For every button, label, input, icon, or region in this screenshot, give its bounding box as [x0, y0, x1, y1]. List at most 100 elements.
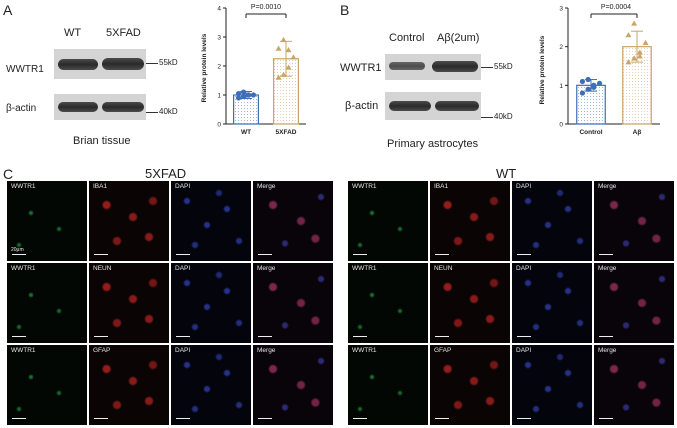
micrograph-cell: GFAP — [430, 345, 510, 425]
y-tick-label: 3 — [217, 35, 221, 42]
lane-label-control: Control — [389, 32, 425, 44]
scale-bar — [517, 254, 531, 255]
scale-bar — [517, 336, 531, 337]
data-point — [625, 59, 632, 65]
stain-label: WWTR1 — [352, 347, 377, 354]
scale-bar — [435, 254, 449, 255]
band — [102, 58, 144, 70]
data-point — [591, 84, 597, 90]
panel-b-letter: B — [340, 2, 350, 18]
stain-label: DAPI — [516, 265, 532, 272]
stain-label: WWTR1 — [352, 183, 377, 190]
scale-bar — [12, 254, 26, 255]
stain-label: GFAP — [434, 347, 452, 354]
micrograph-cell: DAPI — [512, 345, 592, 425]
data-point — [235, 90, 242, 97]
micrograph-cell: DAPI — [171, 181, 251, 261]
stain-label: IBA1 — [434, 183, 449, 190]
lane-label-wt: WT — [64, 27, 82, 39]
x-category-label: WT — [241, 129, 251, 136]
micrograph-cell: DAPI — [171, 345, 251, 425]
micrograph-cell: NEUN — [430, 263, 510, 343]
image-grid-5xfad: WWTR1 20μm IBA1 DAPI Merge WWTR1 NEUN DAPI Merge… — [7, 181, 333, 425]
micrograph-cell: WWTR1 20μm — [7, 181, 87, 261]
stain-label: DAPI — [516, 183, 532, 190]
scale-bar — [176, 254, 190, 255]
group-title-wt: WT — [496, 166, 517, 181]
stain-label: WWTR1 — [11, 183, 36, 190]
scale-bar-label: 20μm — [11, 247, 24, 253]
chart-b-ylabel: Relative protein levels — [539, 35, 546, 104]
micrograph-cell: Merge — [253, 263, 333, 343]
micrograph-cell: DAPI — [512, 181, 592, 261]
stain-label: Merge — [257, 183, 276, 190]
stain-label: GFAP — [93, 347, 111, 354]
chart-a-pvalue: P=0.0010 — [251, 4, 281, 11]
marker-tick — [146, 63, 158, 64]
stain-label: DAPI — [175, 265, 191, 272]
blot-actin-b — [385, 92, 481, 120]
band — [389, 62, 425, 70]
scale-bar — [94, 336, 108, 337]
data-point — [275, 45, 282, 51]
stain-label: Merge — [257, 265, 276, 272]
lane-label-5xfad: 5XFAD — [106, 27, 141, 39]
marker-tick — [481, 67, 493, 68]
x-category-label: Control — [579, 129, 602, 136]
band — [102, 102, 144, 112]
band — [432, 61, 478, 72]
data-point — [235, 95, 242, 101]
scale-bar — [94, 418, 108, 419]
stain-label: Merge — [598, 265, 617, 272]
micrograph-cell: GFAP — [89, 345, 169, 425]
y-tick-label: 3 — [559, 6, 563, 13]
marker-tick — [481, 117, 493, 118]
chart-b: Relative protein levels 0 1 2 3 Control Aβ P=… — [539, 4, 660, 136]
data-point — [275, 74, 282, 80]
band — [435, 101, 479, 111]
blot-wwtr1-a — [54, 49, 146, 79]
micrograph-cell: Merge — [594, 345, 674, 425]
stain-label: WWTR1 — [352, 265, 377, 272]
data-point — [285, 64, 292, 70]
scale-bar — [353, 254, 367, 255]
scale-bar — [258, 336, 272, 337]
panel-a-letter: A — [3, 2, 13, 18]
data-point — [250, 92, 257, 98]
y-tick-label: 1 — [559, 83, 563, 90]
scale-bar — [176, 336, 190, 337]
chart-a: Relative protein levels 0 1 2 3 4 WT 5XFAD P=0… — [201, 4, 306, 136]
micrograph-cell: Merge — [253, 181, 333, 261]
stain-label: DAPI — [516, 347, 532, 354]
marker-40kd-b: 40kD — [494, 112, 513, 121]
scale-bar — [353, 336, 367, 337]
data-point — [285, 47, 292, 53]
bar — [232, 94, 259, 125]
scale-bar — [435, 336, 449, 337]
data-point — [636, 49, 643, 55]
micrograph-cell: Merge — [253, 345, 333, 425]
micrograph-cell: DAPI — [171, 263, 251, 343]
stain-label: Merge — [598, 347, 617, 354]
micrograph-cell: WWTR1 — [7, 263, 87, 343]
band — [58, 102, 98, 112]
scale-bar — [517, 418, 531, 419]
y-tick-label: 0 — [559, 122, 563, 129]
scale-bar — [258, 254, 272, 255]
stain-label: IBA1 — [93, 183, 108, 190]
scale-bar — [435, 418, 449, 419]
scale-bar — [12, 418, 26, 419]
data-point — [596, 80, 603, 86]
micrograph-cell: WWTR1 — [348, 345, 428, 425]
band — [58, 59, 98, 70]
chart-b-plot: 0 1 2 3 Control Aβ — [559, 6, 660, 136]
scale-bar — [94, 254, 108, 255]
data-point — [642, 39, 649, 45]
micrograph-cell: Merge — [594, 263, 674, 343]
chart-a-ylabel: Relative protein levels — [201, 33, 208, 102]
chart-a-plot: 0 1 2 3 4 WT 5XFAD — [217, 6, 306, 136]
x-category-label: Aβ — [633, 129, 642, 136]
band — [389, 101, 431, 111]
marker-40kd: 40kD — [159, 107, 178, 116]
data-point — [290, 54, 297, 60]
